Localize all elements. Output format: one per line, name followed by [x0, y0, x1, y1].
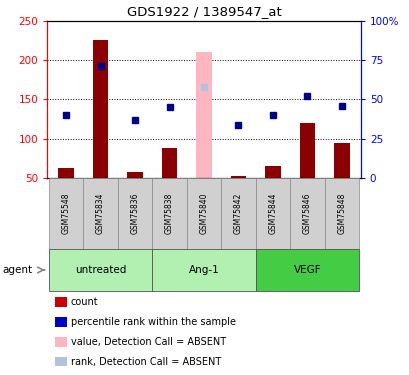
Text: percentile rank within the sample: percentile rank within the sample	[71, 317, 235, 327]
Bar	[83, 178, 117, 249]
Text: agent: agent	[2, 265, 32, 275]
Text: GSM75548: GSM75548	[61, 193, 70, 234]
Bar	[49, 249, 152, 291]
Bar	[290, 178, 324, 249]
Bar	[127, 172, 142, 178]
Text: GSM75838: GSM75838	[164, 193, 173, 234]
Bar	[58, 168, 74, 178]
Bar	[117, 178, 152, 249]
Text: GSM75846: GSM75846	[302, 193, 311, 234]
Text: GSM75842: GSM75842	[234, 193, 243, 234]
Bar	[255, 178, 290, 249]
Bar	[324, 178, 358, 249]
Text: GSM75834: GSM75834	[96, 193, 105, 234]
Text: count: count	[71, 297, 98, 307]
Text: rank, Detection Call = ABSENT: rank, Detection Call = ABSENT	[71, 357, 220, 366]
Bar	[265, 166, 280, 178]
Text: Ang-1: Ang-1	[188, 265, 219, 275]
Bar	[186, 178, 221, 249]
Text: value, Detection Call = ABSENT: value, Detection Call = ABSENT	[71, 337, 225, 346]
Text: VEGF: VEGF	[293, 265, 320, 275]
Text: untreated: untreated	[75, 265, 126, 275]
Bar	[162, 148, 177, 178]
Bar	[255, 249, 358, 291]
Bar	[92, 40, 108, 178]
Bar	[333, 143, 349, 178]
Bar	[196, 52, 211, 178]
Bar	[230, 176, 245, 178]
Bar	[152, 178, 186, 249]
Text: GSM75848: GSM75848	[337, 193, 346, 234]
Bar	[152, 249, 255, 291]
Title: GDS1922 / 1389547_at: GDS1922 / 1389547_at	[126, 5, 281, 18]
Bar	[49, 178, 83, 249]
Bar	[221, 178, 255, 249]
Text: GSM75836: GSM75836	[130, 193, 139, 234]
Text: GSM75844: GSM75844	[268, 193, 277, 234]
Text: GSM75840: GSM75840	[199, 193, 208, 234]
Bar	[299, 123, 315, 178]
